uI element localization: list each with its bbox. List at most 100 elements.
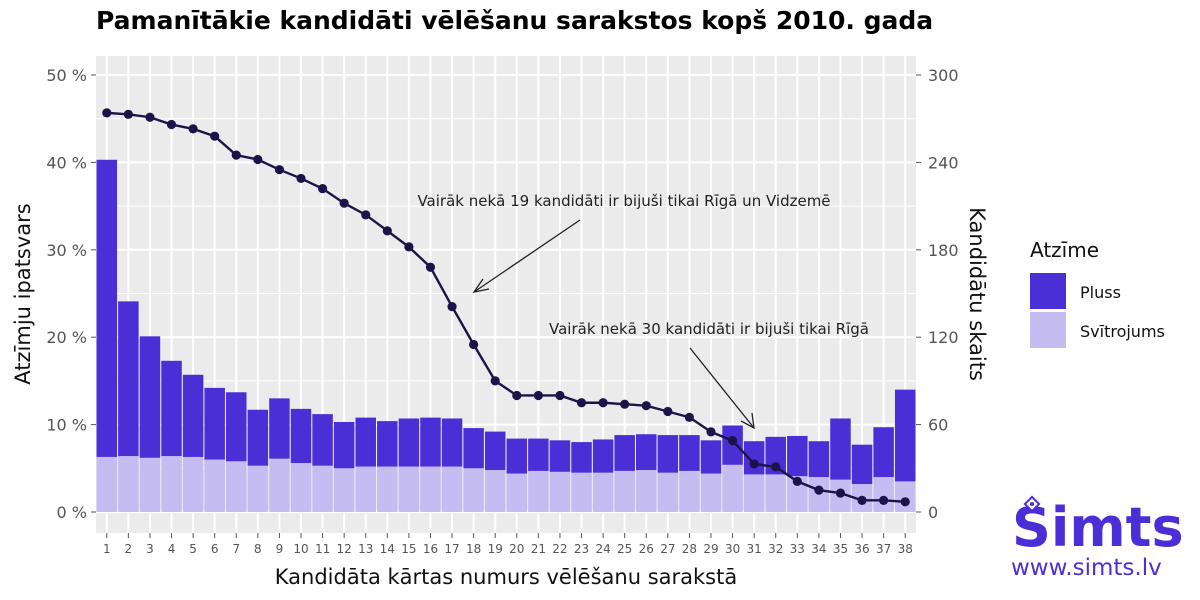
bar-svitrojums [571, 472, 592, 512]
bar-pluss [139, 336, 161, 458]
legend-swatch-svitrojums [1030, 312, 1066, 348]
tick-label-right: 300 [928, 66, 959, 85]
brand-name: Simts [1012, 496, 1184, 559]
tick-label-x: 16 [423, 542, 438, 556]
line-point [857, 495, 867, 505]
bar-pluss [161, 360, 182, 457]
line-point [835, 488, 846, 498]
tick-label-x: 34 [811, 542, 826, 556]
series-line [102, 108, 910, 507]
tick-label-x: 38 [898, 542, 913, 556]
line-point [210, 131, 220, 141]
bar-pluss [787, 435, 808, 477]
line-point [749, 459, 759, 469]
line-point [727, 436, 738, 446]
annotation-arrowhead [740, 412, 755, 430]
tick-label-x: 32 [768, 542, 783, 556]
bar-pluss [398, 418, 420, 467]
line-point [533, 390, 543, 401]
bar-pluss [830, 418, 851, 480]
bar-svitrojums [420, 466, 441, 512]
line-point [361, 210, 371, 220]
line-point [166, 119, 177, 130]
line-point [598, 398, 608, 408]
bar-pluss [182, 374, 204, 457]
line-point [296, 173, 306, 184]
bar-svitrojums [894, 481, 916, 512]
tick-label-left: 50 % [46, 66, 87, 85]
line-point [771, 462, 781, 472]
tick-label-x: 28 [682, 542, 697, 556]
bar-pluss [118, 301, 139, 457]
bar-svitrojums [441, 466, 463, 512]
line-point [555, 390, 565, 401]
bar-svitrojums [549, 471, 571, 512]
left-axis-ticks: 0 % 10 % 20 % 30 % 40 % 50 % [46, 66, 96, 522]
line-point [641, 401, 651, 411]
annotation-arrow [473, 219, 581, 293]
bar-pluss [679, 435, 700, 471]
tick-label-x: 3 [146, 542, 154, 556]
tick-label-left: 0 % [57, 503, 87, 522]
bar-pluss [484, 431, 506, 471]
line-point [879, 495, 889, 505]
tick-label-right: 0 [928, 503, 938, 522]
bar-svitrojums [528, 470, 549, 512]
legend: Atzīme Pluss Svītrojums [1030, 238, 1165, 348]
tick-label-x: 2 [125, 542, 133, 556]
tick-label-x: 13 [358, 542, 373, 556]
bar-svitrojums [722, 464, 743, 512]
annotation-label: Vairāk nekā 30 kandidāti ir bijuši tikai… [549, 320, 869, 338]
line-point [512, 390, 522, 401]
bar-pluss [700, 440, 722, 474]
bar-pluss [463, 428, 484, 469]
tick-label-x: 18 [466, 542, 481, 556]
bar-svitrojums [787, 476, 808, 512]
annotations: Vairāk nekā 19 kandidāti ir bijuši tikai… [417, 192, 869, 430]
tick-label-x: 20 [509, 542, 524, 556]
chart-title: Pamanītākie kandidāti vēlēšanu sarakstos… [96, 6, 934, 35]
x-axis-ticks: 1 2 3 4 5 6 7 8 9 10 11 12 13 14 15 16 17 18 19 20 21 22 23 24 2… [103, 533, 913, 556]
bar-svitrojums [506, 473, 528, 512]
bar-svitrojums [592, 472, 614, 512]
tick-label-x: 14 [380, 542, 395, 556]
bar-pluss [96, 159, 118, 457]
bar-pluss [204, 387, 225, 460]
line-point [706, 427, 716, 437]
line-point [188, 124, 198, 134]
bar-pluss [894, 389, 916, 482]
line-point [317, 184, 328, 194]
tick-label-x: 7 [232, 542, 240, 556]
bar-svitrojums [182, 456, 204, 512]
bar-svitrojums [657, 472, 679, 512]
tick-label-x: 4 [168, 542, 176, 556]
line-point [274, 165, 285, 175]
brand-logo: Simts www.simts.lv [1011, 495, 1184, 581]
line-point [404, 242, 414, 252]
bar-pluss [312, 414, 333, 466]
bar-svitrojums [679, 470, 700, 512]
line-point [231, 150, 241, 160]
line-point [900, 497, 910, 507]
tick-label-x: 17 [444, 542, 459, 556]
brand-url: www.simts.lv [1011, 555, 1162, 581]
bar-svitrojums [312, 465, 333, 512]
bar-svitrojums [636, 470, 657, 512]
tick-label-x: 5 [189, 542, 197, 556]
line-point [447, 302, 457, 312]
bar-pluss [873, 427, 894, 478]
annotation-label: Vairāk nekā 19 kandidāti ir bijuši tikai… [417, 192, 830, 210]
bar-pluss [528, 438, 549, 471]
tick-label-x: 35 [833, 542, 848, 556]
annotation-arrow [689, 347, 755, 429]
legend-title: Atzīme [1030, 238, 1099, 262]
bar-svitrojums [700, 473, 722, 512]
tick-label-right: 120 [928, 328, 959, 347]
bar-svitrojums [743, 474, 765, 512]
bar-svitrojums [355, 466, 376, 512]
tick-label-left: 20 % [46, 328, 87, 347]
line-point [684, 412, 695, 422]
bar-svitrojums [484, 470, 506, 512]
bar-pluss [743, 441, 765, 475]
bar-pluss [506, 438, 528, 474]
